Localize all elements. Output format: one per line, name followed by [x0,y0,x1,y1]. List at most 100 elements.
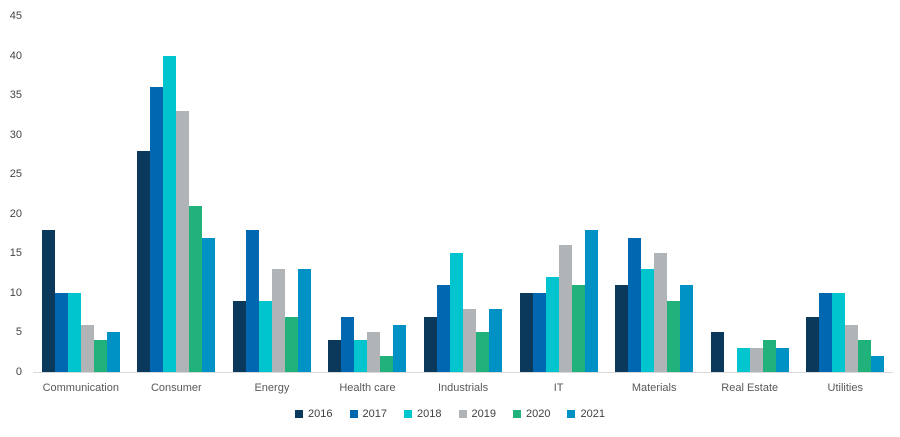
bar-it-2020 [571,285,585,372]
bar-utilities-2017 [819,292,833,372]
bar-it-2019 [558,245,572,372]
bar-group-health-care [320,16,416,372]
legend-swatch-2019 [458,410,467,418]
legend-swatch-2018 [404,410,413,418]
legend: 2016 2017 2018 2019 2020 2021 [0,408,900,420]
bar-consumer-2020 [189,205,203,372]
bar-real-estate-2018 [736,348,750,372]
bar-consumer-2019 [176,110,190,372]
bar-materials-2018 [641,269,655,372]
legend-label-2017: 2017 [362,408,388,420]
y-tick-label: 35 [9,89,22,102]
y-tick-label: 15 [9,247,22,260]
bar-communication-2021 [106,332,120,372]
bar-real-estate-2019 [749,348,763,372]
bar-group-materials [606,16,702,372]
legend-item-2019: 2019 [458,408,496,420]
y-tick-label: 10 [9,286,22,299]
bar-real-estate-2016 [710,332,724,372]
bar-group-communication [33,16,129,372]
category-label-health-care: Health care [339,382,396,394]
bar-energy-2020 [284,316,298,372]
bar-communication-2017 [54,292,68,372]
bar-energy-2019 [271,269,285,372]
legend-item-2020: 2020 [512,408,551,420]
legend-swatch-2016 [295,410,304,418]
bar-health-care-2019 [367,332,381,372]
bar-health-care-2016 [328,340,342,372]
y-tick-label: 5 [15,326,22,339]
legend-swatch-2020 [512,410,521,418]
bar-utilities-2020 [858,340,872,372]
bar-it-2017 [532,292,546,372]
bar-communication-2019 [80,324,94,372]
bar-energy-2016 [232,300,246,372]
bar-energy-2021 [297,269,311,372]
category-label-materials: Materials [631,382,677,394]
bar-energy-2017 [245,229,259,372]
bar-materials-2019 [654,253,668,372]
category-label-it: IT [553,382,564,394]
bar-consumer-2016 [137,150,151,372]
y-tick-label: 25 [9,168,22,181]
bar-it-2016 [519,292,533,372]
x-axis: Communication Consumer Energy Health care In… [33,381,893,395]
bar-real-estate-2021 [775,348,789,372]
bar-materials-2017 [628,237,642,372]
bar-industrials-2020 [476,332,490,372]
legend-label-2020: 2020 [525,408,551,420]
category-label-real-estate: Real Estate [721,382,779,394]
y-tick-label: 30 [9,128,22,141]
bar-group-it [511,16,607,372]
bar-health-care-2017 [341,316,355,372]
legend-item-2016: 2016 [295,408,333,420]
y-tick-label: 40 [9,49,22,62]
bar-group-industrials [415,16,511,372]
bar-utilities-2016 [806,316,820,372]
bar-it-2018 [545,277,559,372]
bar-industrials-2018 [450,253,464,372]
bar-communication-2020 [93,340,107,372]
legend-item-2018: 2018 [404,408,442,420]
bar-group-energy [224,16,320,372]
y-tick-label: 0 [15,366,22,378]
bar-health-care-2018 [354,340,368,372]
bar-utilities-2019 [845,324,859,372]
category-label-consumer: Consumer [150,382,202,394]
legend-swatch-2017 [349,410,358,418]
bar-energy-2018 [258,300,272,372]
bar-utilities-2018 [832,292,846,372]
legend-label-2019: 2019 [471,408,496,420]
category-label-communication: Communication [42,382,119,394]
legend-item-2021: 2021 [567,408,605,420]
bar-health-care-2021 [393,324,407,372]
y-tick-label: 45 [9,10,22,22]
bar-materials-2016 [615,285,629,372]
bar-group-consumer [129,16,225,372]
bar-group-real-estate [702,16,798,372]
bar-industrials-2019 [463,308,477,372]
bar-consumer-2017 [150,87,164,372]
y-tick-label: 20 [9,207,22,220]
category-label-utilities: Utilities [827,382,863,394]
bar-it-2021 [584,229,598,372]
category-label-energy: Energy [254,382,290,394]
legend-label-2016: 2016 [308,408,333,420]
bar-industrials-2021 [489,308,503,372]
bar-communication-2016 [41,229,55,372]
bar-real-estate-2020 [762,340,776,372]
bar-utilities-2021 [871,356,885,372]
bar-industrials-2017 [437,285,451,372]
legend-swatch-2021 [567,410,576,418]
legend-label-2021: 2021 [580,408,605,420]
legend-label-2018: 2018 [417,408,442,420]
bar-materials-2021 [680,285,694,372]
bar-communication-2018 [67,292,81,372]
bar-group-utilities [798,16,894,372]
plot-area [33,16,893,373]
category-label-industrials: Industrials [437,382,489,394]
bar-health-care-2020 [380,356,394,372]
legend-item-2017: 2017 [349,408,388,420]
bar-materials-2020 [667,300,681,372]
